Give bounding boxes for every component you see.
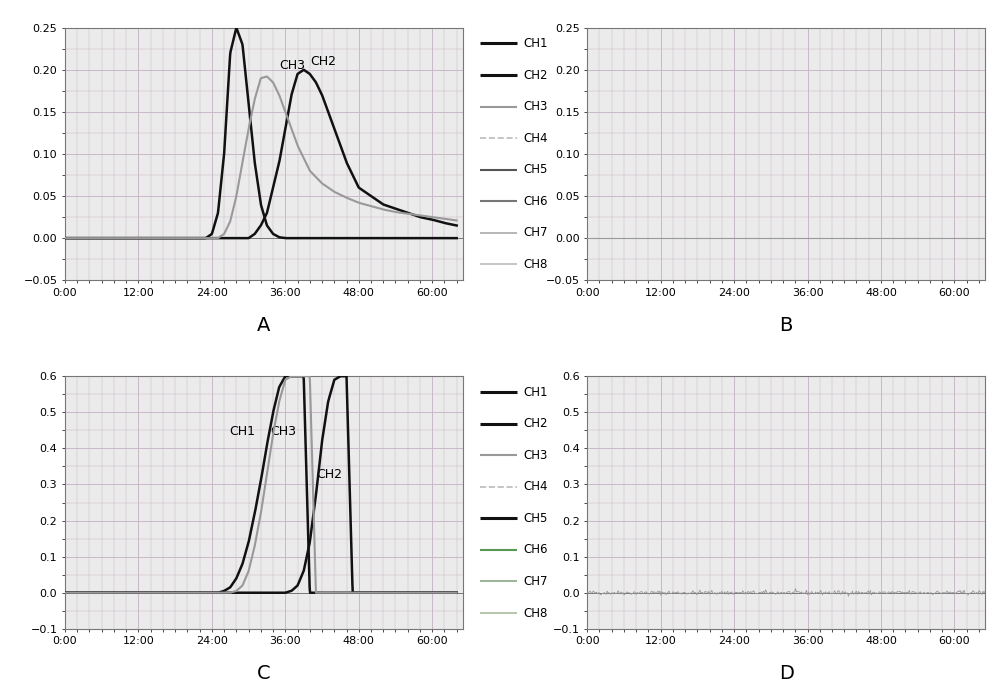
Text: CH1: CH1	[0, 690, 1, 691]
Text: CH2: CH2	[316, 468, 342, 481]
Text: CH8: CH8	[523, 258, 547, 271]
Text: CH1: CH1	[523, 386, 548, 399]
Text: CH3: CH3	[279, 59, 305, 73]
Text: CH2: CH2	[523, 68, 548, 82]
Text: CH4: CH4	[523, 132, 548, 144]
Text: CH6: CH6	[523, 195, 548, 208]
Text: A: A	[257, 316, 271, 334]
Text: CH1: CH1	[229, 424, 255, 437]
Text: CH2: CH2	[523, 417, 548, 430]
Text: CH5: CH5	[523, 512, 547, 524]
Text: CH6: CH6	[523, 543, 548, 556]
Text: CH4: CH4	[523, 480, 548, 493]
Text: B: B	[779, 316, 793, 334]
Text: CH3: CH3	[270, 424, 296, 437]
Text: D: D	[779, 664, 794, 683]
Text: C: C	[257, 664, 271, 683]
Text: CH7: CH7	[523, 227, 548, 239]
Text: CH3: CH3	[523, 100, 547, 113]
Text: CH1: CH1	[523, 37, 548, 50]
Text: CH8: CH8	[523, 607, 547, 620]
Text: CH3: CH3	[523, 448, 547, 462]
Text: CH5: CH5	[523, 163, 547, 176]
Text: CH2: CH2	[310, 55, 336, 68]
Text: CH7: CH7	[523, 575, 548, 588]
